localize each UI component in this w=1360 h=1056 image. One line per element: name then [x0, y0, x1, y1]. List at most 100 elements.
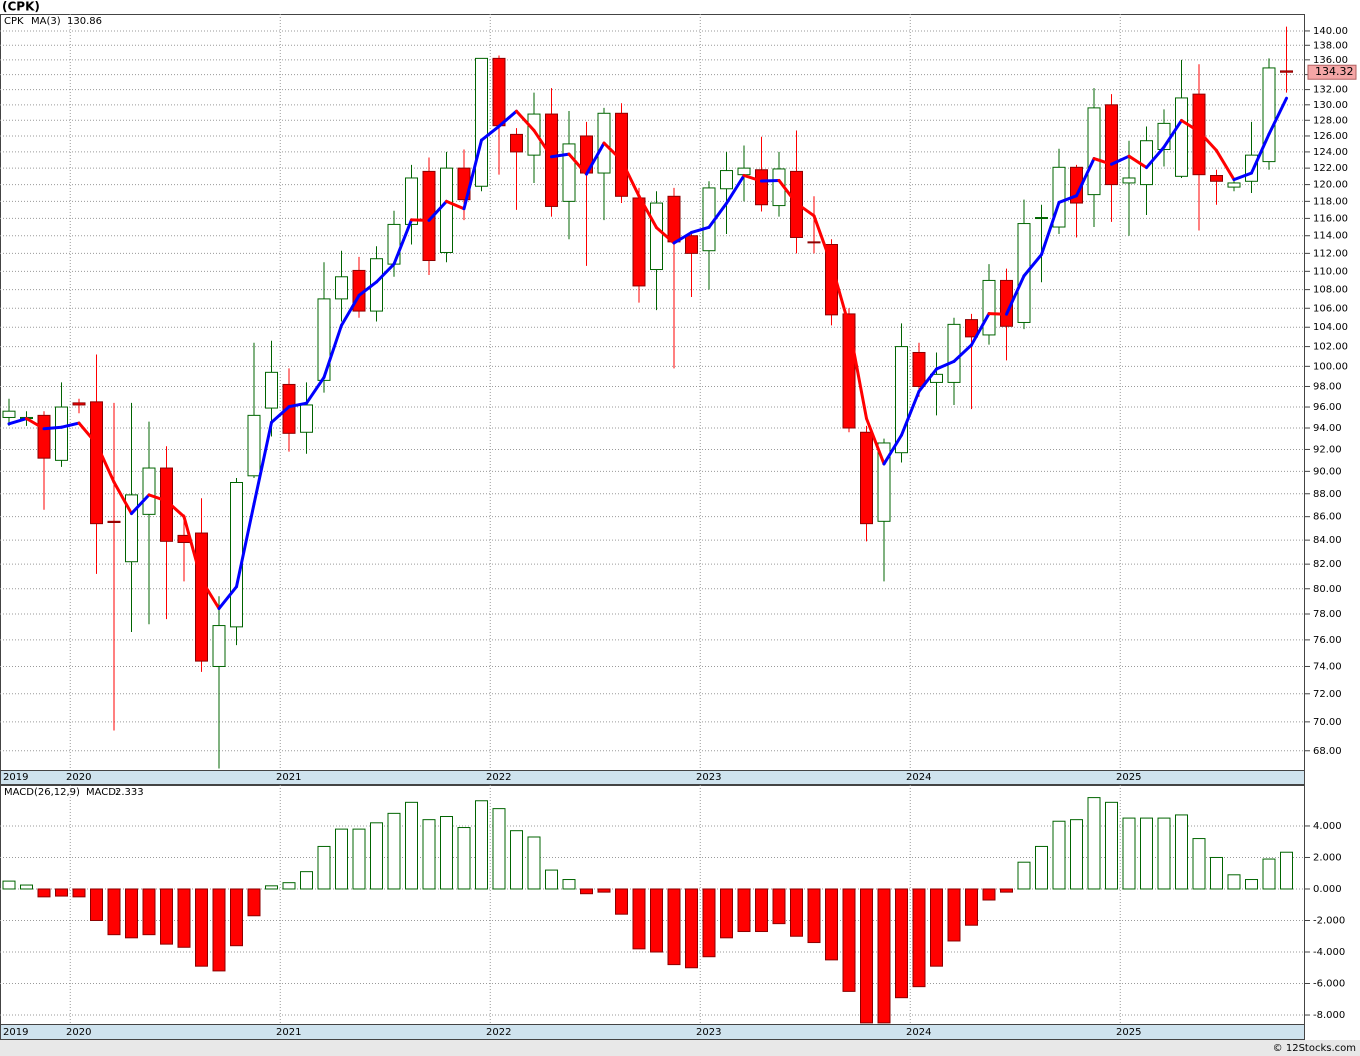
ma-segment — [847, 324, 868, 421]
macd-bar — [632, 888, 646, 950]
macd-bar — [1227, 874, 1241, 890]
macd-bar — [72, 888, 86, 898]
ma-segment — [340, 293, 361, 327]
ma-segment — [655, 226, 676, 245]
macd-bar — [895, 888, 908, 999]
macd-bar — [877, 888, 891, 1024]
ma-segment — [462, 138, 483, 211]
ma-segment — [1127, 154, 1148, 170]
candle-body — [545, 113, 558, 207]
y-tick-label: -4.000 — [1313, 947, 1345, 958]
y-tick-label: 126.00 — [1313, 131, 1348, 142]
ma-segment — [1180, 119, 1201, 133]
y-tick-label: 86.00 — [1313, 512, 1342, 523]
macd-bar — [90, 888, 103, 921]
candle-body — [947, 323, 961, 383]
y-tick-label: 74.00 — [1313, 661, 1342, 672]
y-tick-label: 106.00 — [1313, 303, 1348, 314]
candle-body — [825, 244, 838, 316]
y-tick-label: 98.00 — [1313, 381, 1342, 392]
macd-bar — [125, 888, 138, 939]
macd-bar — [352, 828, 366, 890]
macd-bar — [440, 816, 453, 890]
ma-segment — [515, 109, 536, 132]
macd-bar — [335, 828, 348, 890]
ma-segment — [1075, 157, 1096, 198]
ma-segment — [1197, 129, 1218, 153]
candle-body — [317, 298, 331, 381]
macd-bar — [1052, 820, 1066, 890]
candle-body — [1017, 223, 1031, 323]
y-tick-label: 140.00 — [1313, 26, 1348, 37]
y-tick-label: 118.00 — [1313, 196, 1348, 207]
ma-segment — [742, 174, 763, 183]
candle-body — [282, 383, 296, 434]
y-tick-label: 124.00 — [1313, 147, 1348, 158]
x-tick-label: 2019 — [3, 1027, 28, 1038]
ma-segment — [480, 124, 501, 142]
macd-bar — [1262, 858, 1276, 890]
macd-bar — [1245, 879, 1258, 890]
macd-bar — [1210, 856, 1223, 890]
y-tick-label: 68.00 — [1313, 746, 1342, 757]
candle-body — [335, 276, 348, 300]
y-tick-label: 88.00 — [1313, 489, 1342, 500]
y-tick-label: 80.00 — [1313, 584, 1342, 595]
ma-segment — [672, 230, 693, 245]
macd-bar — [1070, 819, 1083, 890]
candle-body — [265, 371, 278, 409]
footer-strip — [0, 1040, 1360, 1056]
macd-bar — [282, 882, 296, 890]
macd-bar — [55, 888, 68, 897]
macd-bar — [1087, 797, 1101, 890]
x-tick-label: 2019 — [3, 772, 28, 783]
ma-segment — [25, 417, 46, 431]
x-tick-label: 2025 — [1116, 772, 1141, 783]
y-tick-label: -2.000 — [1313, 915, 1345, 926]
x-tick-label: 2020 — [66, 772, 91, 783]
ma-segment — [305, 375, 326, 405]
macd-bar — [160, 888, 173, 945]
y-tick-label: 76.00 — [1313, 635, 1342, 646]
candle-body — [1262, 67, 1276, 163]
y-tick-label: 82.00 — [1313, 559, 1342, 570]
ma-segment — [602, 141, 623, 162]
macd-bar — [20, 884, 33, 890]
candle-body — [142, 467, 156, 515]
ma-segment — [42, 425, 63, 431]
y-tick-label: 112.00 — [1313, 248, 1348, 259]
ma-segment — [567, 152, 588, 176]
chart-title: (CPK) — [2, 0, 40, 14]
candle-body — [387, 223, 401, 265]
legend-entry: MACD: — [86, 787, 119, 798]
ma-segment — [585, 141, 606, 176]
candle-body — [1280, 70, 1293, 73]
ma-segment — [7, 417, 28, 426]
ma-segment — [532, 128, 553, 159]
ma-segment — [550, 152, 571, 159]
macd-bar — [685, 888, 698, 969]
y-tick-label: 114.00 — [1313, 231, 1348, 242]
ma-segment — [200, 578, 221, 611]
candle-body — [1035, 217, 1048, 220]
ma-segment — [392, 218, 413, 266]
macd-bar — [807, 888, 821, 944]
macd-bar — [965, 888, 978, 926]
macd-bar — [772, 888, 786, 925]
candle-body — [1210, 175, 1223, 182]
ma-segment — [707, 201, 728, 229]
ma-segment — [1057, 194, 1078, 204]
candle-body — [650, 202, 663, 271]
macd-bar — [195, 888, 208, 967]
ma-segment — [1232, 171, 1253, 182]
ma-segment — [1145, 145, 1166, 170]
macd-bar — [177, 888, 191, 948]
legend-title: MACD(26,12,9) — [4, 787, 80, 798]
macd-bar — [1035, 845, 1048, 890]
macd-bar — [755, 888, 768, 933]
legend-symbol: CPK — [4, 16, 24, 27]
macd-bar — [615, 888, 628, 915]
plot-area — [0, 785, 1305, 1024]
y-tick-label: 84.00 — [1313, 535, 1342, 546]
macd-bar — [2, 880, 16, 890]
